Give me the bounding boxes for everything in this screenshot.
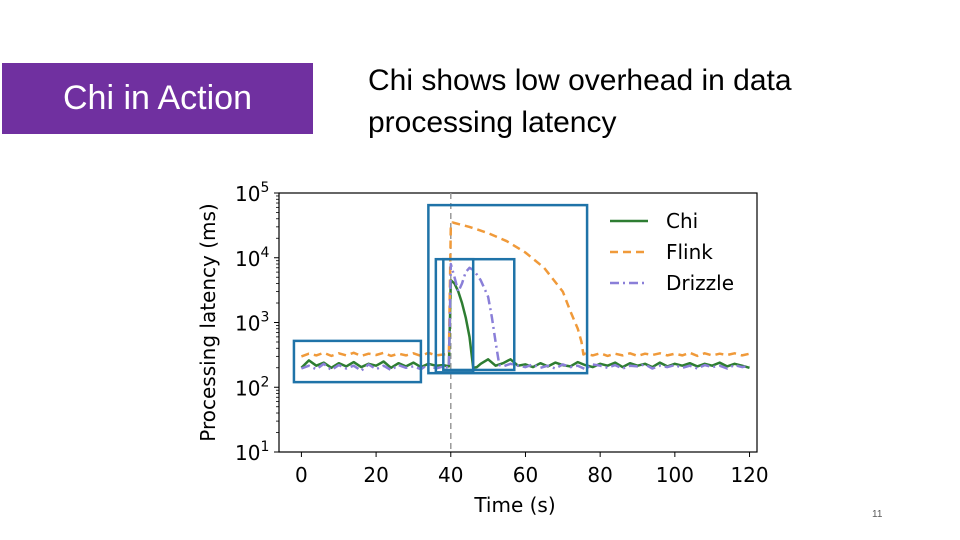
legend-label-flink: Flink bbox=[666, 240, 713, 264]
x-tick-label: 60 bbox=[513, 463, 538, 487]
y-tick-label: 101 bbox=[235, 439, 269, 465]
x-tick-label: 40 bbox=[438, 463, 463, 487]
slide-title: Chi in Action bbox=[63, 79, 252, 117]
y-tick-label: 103 bbox=[235, 310, 269, 336]
legend-label-drizzle: Drizzle bbox=[666, 271, 734, 295]
x-tick-label: 80 bbox=[587, 463, 612, 487]
x-tick-label: 0 bbox=[295, 463, 308, 487]
x-tick-label: 120 bbox=[730, 463, 768, 487]
slide-subtitle-line-1: Chi shows low overhead in data bbox=[368, 64, 792, 97]
highlight-box-1 bbox=[292, 339, 423, 384]
y-tick-label: 105 bbox=[235, 180, 269, 206]
series-line-flink bbox=[300, 221, 750, 358]
page-number: 11 bbox=[872, 509, 883, 520]
series-line-drizzle bbox=[300, 262, 750, 372]
highlight-box-4 bbox=[442, 257, 516, 372]
y-tick-label: 102 bbox=[235, 374, 269, 400]
slide-subtitle-line-2: processing latency bbox=[368, 106, 617, 139]
legend-label-chi: Chi bbox=[666, 209, 698, 233]
x-tick-label: 100 bbox=[656, 463, 694, 487]
x-tick-label: 20 bbox=[363, 463, 388, 487]
highlight-box-2 bbox=[427, 203, 589, 375]
slide-title-box: Chi in Action bbox=[2, 63, 313, 134]
slide-subtitle: Chi shows low overhead in data processin… bbox=[368, 60, 868, 144]
y-tick-label: 104 bbox=[235, 245, 269, 271]
y-axis-label: Processing latency (ms) bbox=[196, 203, 220, 442]
x-axis-label: Time (s) bbox=[473, 493, 555, 517]
